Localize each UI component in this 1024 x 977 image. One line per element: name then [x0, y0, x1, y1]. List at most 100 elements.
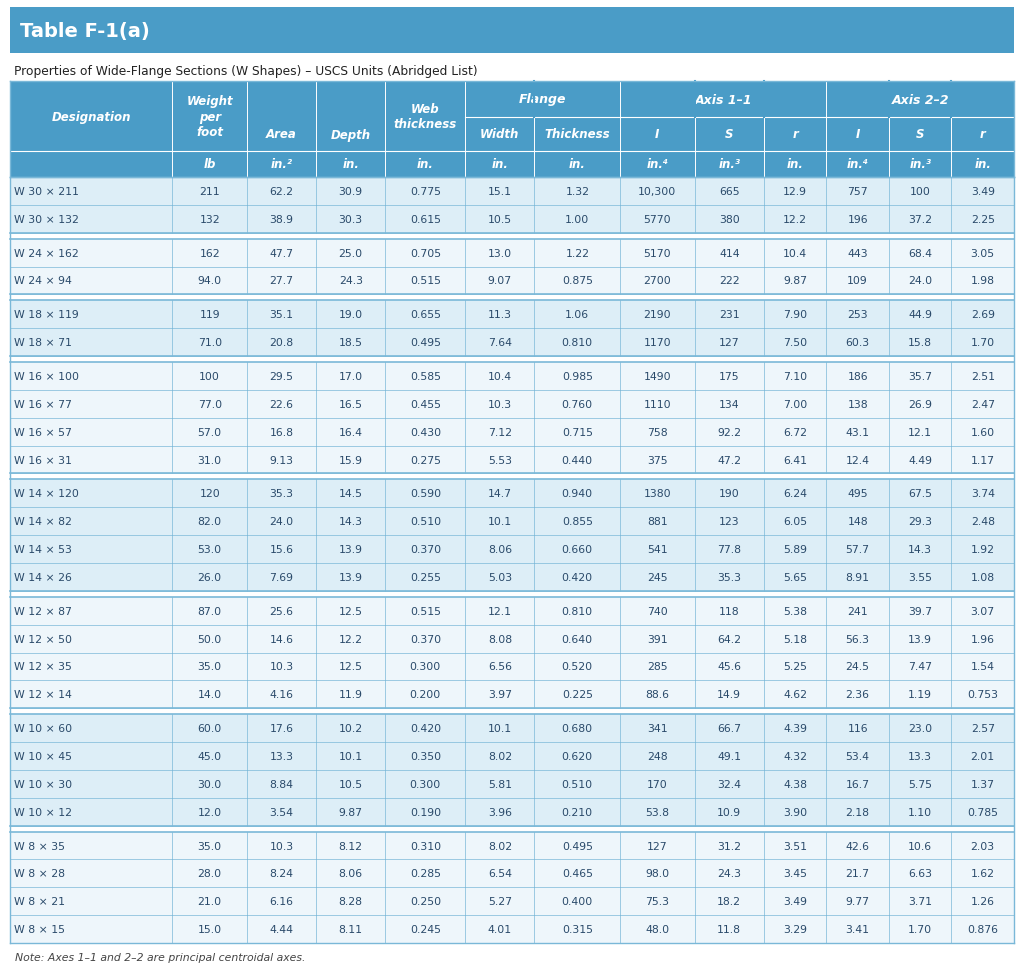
Text: 0.200: 0.200 — [410, 690, 441, 700]
Text: 82.0: 82.0 — [198, 517, 222, 527]
Text: 4.38: 4.38 — [783, 779, 807, 789]
Text: 109: 109 — [847, 276, 868, 286]
Text: 0.620: 0.620 — [562, 751, 593, 761]
Bar — [10, 480, 1014, 508]
Text: 31.2: 31.2 — [717, 840, 741, 851]
Text: 1170: 1170 — [643, 338, 671, 348]
Text: 8.06: 8.06 — [339, 869, 362, 878]
Text: 10.2: 10.2 — [339, 723, 362, 734]
Text: 5.89: 5.89 — [783, 544, 807, 555]
Text: 14.9: 14.9 — [717, 690, 741, 700]
Text: 87.0: 87.0 — [198, 606, 222, 616]
Text: 35.3: 35.3 — [269, 488, 294, 499]
Text: 77.8: 77.8 — [717, 544, 741, 555]
Text: 1.06: 1.06 — [565, 310, 590, 320]
Bar — [10, 357, 1014, 362]
Bar — [10, 681, 1014, 708]
Text: 3.49: 3.49 — [783, 896, 807, 907]
Text: 3.07: 3.07 — [971, 606, 994, 616]
Text: 175: 175 — [719, 371, 739, 382]
Bar — [10, 743, 1014, 770]
Text: in.³: in.³ — [909, 158, 931, 171]
Text: W 18 × 71: W 18 × 71 — [14, 338, 72, 348]
Text: 7.47: 7.47 — [908, 661, 932, 672]
Text: 35.3: 35.3 — [717, 573, 741, 582]
Text: W 8 × 21: W 8 × 21 — [14, 896, 65, 907]
Text: 4.01: 4.01 — [487, 924, 512, 934]
Text: in.: in. — [786, 158, 804, 171]
Text: 7.12: 7.12 — [487, 427, 512, 438]
Text: 21.0: 21.0 — [198, 896, 222, 907]
Text: in.: in. — [492, 158, 508, 171]
Text: 0.660: 0.660 — [562, 544, 593, 555]
Text: 2190: 2190 — [643, 310, 671, 320]
Text: 3.97: 3.97 — [487, 690, 512, 700]
Text: 1.98: 1.98 — [971, 276, 994, 286]
Text: 16.7: 16.7 — [846, 779, 869, 789]
Text: 0.465: 0.465 — [562, 869, 593, 878]
Text: 10.1: 10.1 — [339, 751, 362, 761]
Text: 30.9: 30.9 — [339, 187, 362, 196]
Text: 49.1: 49.1 — [717, 751, 741, 761]
Text: 48.0: 48.0 — [645, 924, 670, 934]
Text: 1.92: 1.92 — [971, 544, 994, 555]
Text: 57.0: 57.0 — [198, 427, 222, 438]
Text: 8.28: 8.28 — [339, 896, 362, 907]
Text: in.²: in.² — [270, 158, 293, 171]
Text: 12.0: 12.0 — [198, 807, 222, 817]
Text: 68.4: 68.4 — [908, 248, 932, 258]
Text: 1490: 1490 — [643, 371, 671, 382]
Text: 37.2: 37.2 — [908, 215, 932, 225]
Text: 0.370: 0.370 — [410, 544, 441, 555]
Text: 8.02: 8.02 — [487, 840, 512, 851]
Text: 0.510: 0.510 — [562, 779, 593, 789]
Text: W 12 × 50: W 12 × 50 — [14, 634, 72, 644]
Text: 443: 443 — [847, 248, 868, 258]
Text: in.: in. — [342, 158, 359, 171]
Text: 9.87: 9.87 — [339, 807, 362, 817]
Text: 24.0: 24.0 — [269, 517, 294, 527]
Text: 24.5: 24.5 — [846, 661, 869, 672]
Text: r: r — [793, 128, 798, 142]
Text: 375: 375 — [647, 455, 668, 465]
Bar — [10, 418, 1014, 446]
Text: 10.6: 10.6 — [908, 840, 932, 851]
Text: Axis 1–1: Axis 1–1 — [694, 94, 752, 106]
Text: 10.5: 10.5 — [487, 215, 512, 225]
Text: 0.420: 0.420 — [410, 723, 441, 734]
Text: 24.0: 24.0 — [908, 276, 932, 286]
Text: 4.32: 4.32 — [783, 751, 807, 761]
Text: 10,300: 10,300 — [638, 187, 677, 196]
Text: 1110: 1110 — [643, 400, 671, 409]
Text: 31.0: 31.0 — [198, 455, 222, 465]
Text: 0.315: 0.315 — [562, 924, 593, 934]
Text: W 24 × 94: W 24 × 94 — [14, 276, 72, 286]
Bar — [10, 798, 1014, 826]
Text: 12.5: 12.5 — [339, 661, 362, 672]
Text: 7.00: 7.00 — [783, 400, 807, 409]
Text: W 8 × 28: W 8 × 28 — [14, 869, 65, 878]
Text: 10.3: 10.3 — [269, 840, 294, 851]
Text: W 24 × 162: W 24 × 162 — [14, 248, 79, 258]
Text: 6.41: 6.41 — [783, 455, 807, 465]
Text: 6.24: 6.24 — [783, 488, 807, 499]
Text: 881: 881 — [647, 517, 668, 527]
Text: 7.50: 7.50 — [783, 338, 807, 348]
Text: 5.75: 5.75 — [908, 779, 932, 789]
Text: 10.5: 10.5 — [339, 779, 362, 789]
Text: 1.19: 1.19 — [908, 690, 932, 700]
Text: Width: Width — [480, 128, 519, 142]
Text: lb: lb — [204, 158, 216, 171]
Text: W 12 × 35: W 12 × 35 — [14, 661, 72, 672]
Text: 12.1: 12.1 — [487, 606, 512, 616]
Text: 170: 170 — [647, 779, 668, 789]
Bar — [10, 831, 1014, 860]
Text: 67.5: 67.5 — [908, 488, 932, 499]
Bar — [10, 653, 1014, 681]
Text: 100: 100 — [200, 371, 220, 382]
Bar — [10, 391, 1014, 418]
Text: I: I — [855, 128, 860, 142]
Text: 14.3: 14.3 — [339, 517, 362, 527]
Text: 341: 341 — [647, 723, 668, 734]
Text: 14.3: 14.3 — [908, 544, 932, 555]
